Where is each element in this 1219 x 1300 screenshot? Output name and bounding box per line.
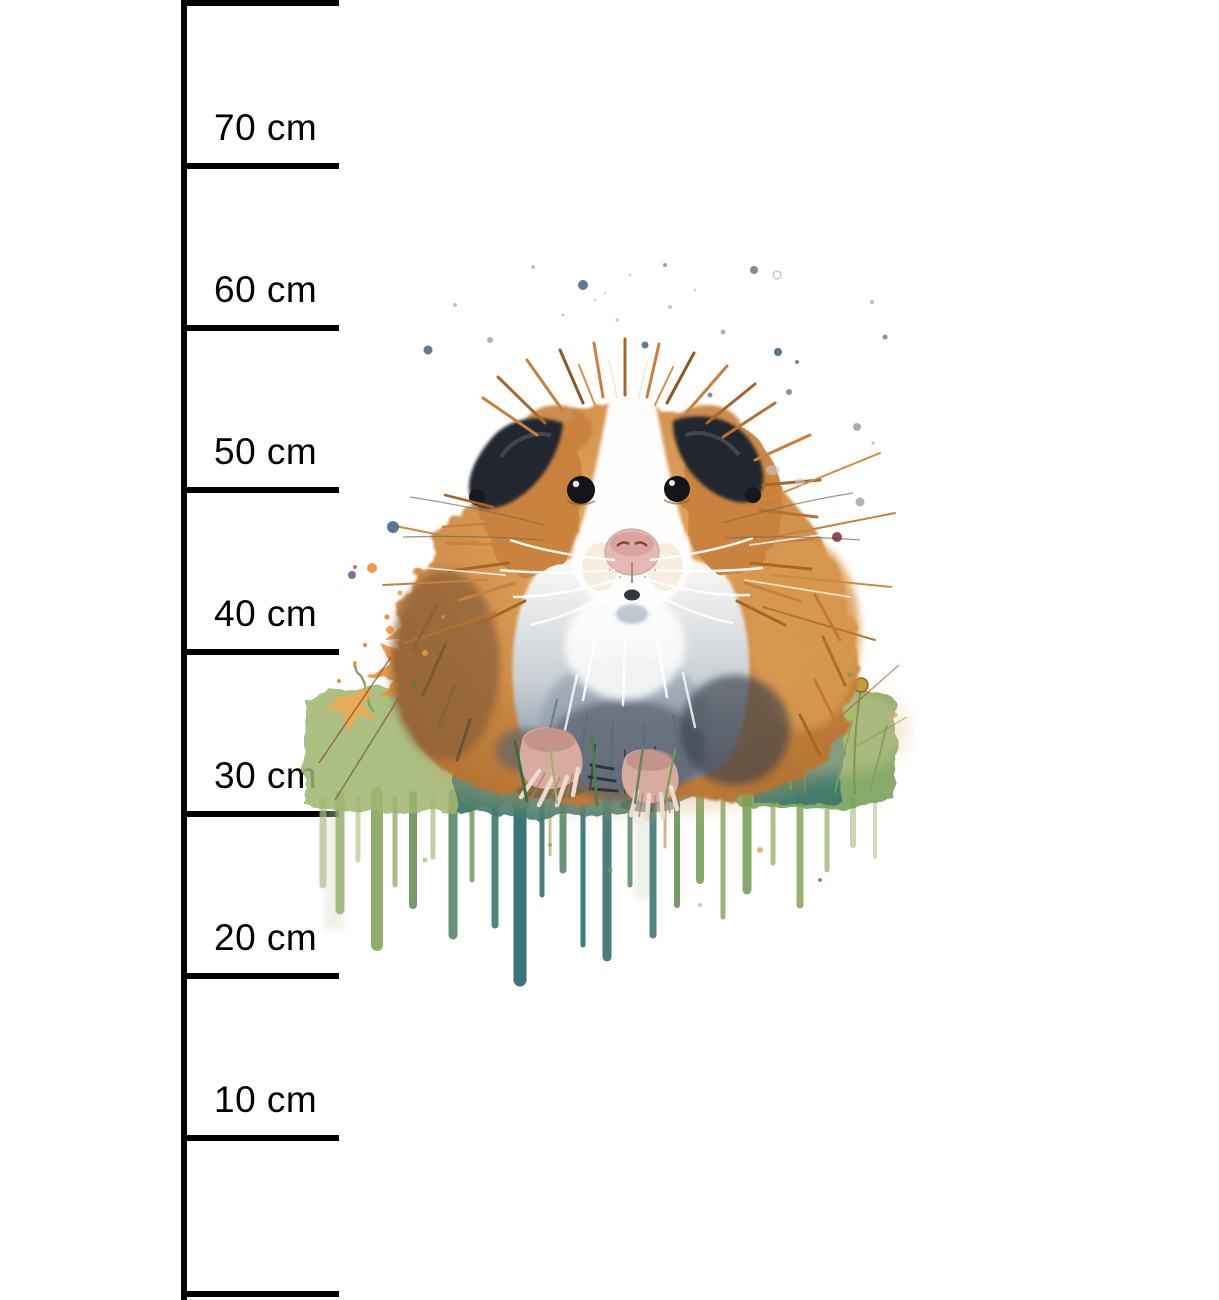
- left-eye: [567, 476, 595, 504]
- guinea-pig-illustration: [305, 263, 910, 987]
- ruler-tick: [181, 163, 339, 169]
- white-blaze: [581, 377, 683, 547]
- whiskers: [402, 492, 861, 627]
- mouth: [624, 589, 640, 601]
- left-ear: [469, 418, 563, 509]
- whisker-dots: [608, 568, 657, 579]
- crown-fur-spikes: [481, 337, 777, 439]
- ruler-tick: [181, 1135, 339, 1141]
- eyes: [566, 476, 691, 506]
- ruler-label-10cm: 10 cm: [214, 1079, 318, 1120]
- ruler-tick: [181, 325, 339, 331]
- ruler-label-30cm: 30 cm: [214, 755, 318, 796]
- ruler-label-40cm: 40 cm: [214, 593, 318, 634]
- ruler-tick: [181, 1291, 339, 1297]
- guinea-pig: [382, 337, 896, 822]
- ruler-label-70cm: 70 cm: [214, 107, 318, 148]
- ruler-tick: [181, 973, 339, 979]
- right-ear: [673, 416, 764, 503]
- spatter-dots: [348, 263, 898, 907]
- ruler-tick: [181, 487, 339, 493]
- ruler-tick: [181, 0, 339, 6]
- ruler-label-60cm: 60 cm: [214, 269, 318, 310]
- ruler-label-50cm: 50 cm: [214, 431, 318, 472]
- ruler-label-20cm: 20 cm: [214, 917, 318, 958]
- paws: [516, 727, 680, 822]
- right-eye: [664, 476, 690, 502]
- nose-and-mouth: [604, 528, 660, 624]
- foreground-grass-blades: [513, 737, 676, 807]
- ruler-tick: [181, 811, 339, 817]
- ruler-tick: [181, 649, 339, 655]
